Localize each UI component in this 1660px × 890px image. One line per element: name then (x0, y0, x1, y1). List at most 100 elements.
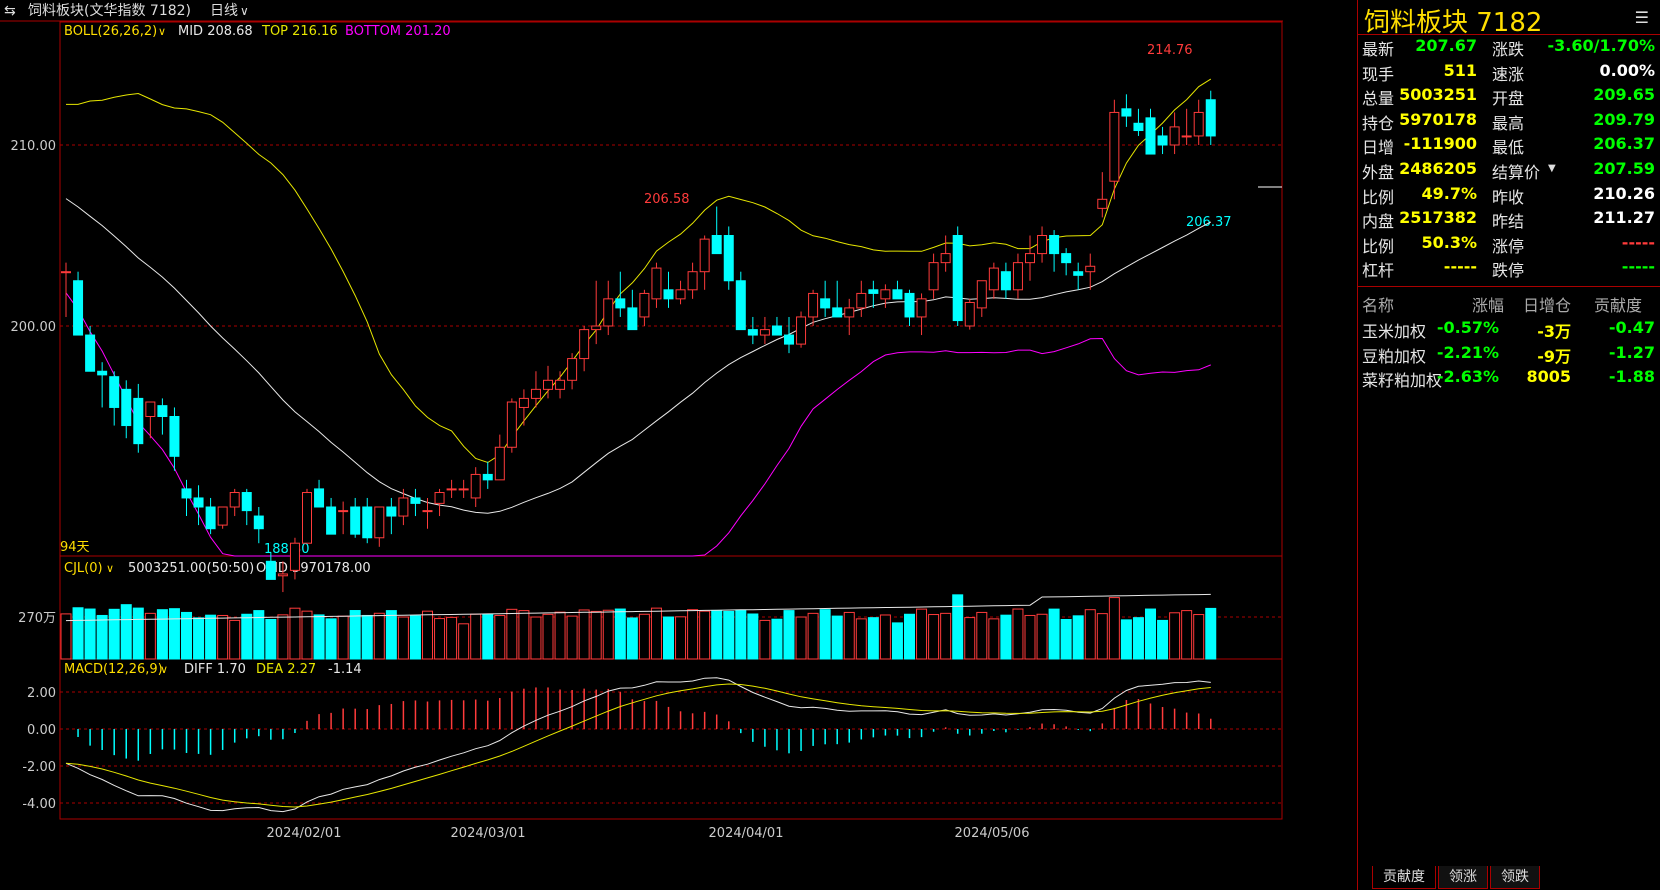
kline-chart[interactable]: 210.00 200.00 270万 2.00 0.00 -2.00 -4.00… (0, 0, 1357, 890)
volume-bar (663, 616, 674, 660)
quote-value: 209.79 (1593, 109, 1655, 129)
candle-body (856, 292, 867, 309)
quote-value: ----- (1621, 232, 1655, 252)
period-select[interactable]: 日线 (210, 3, 238, 19)
chevron-down-icon[interactable]: ∨ (106, 562, 114, 575)
volume-bar (855, 618, 867, 660)
volume-bar (687, 609, 699, 660)
oi-change: -9万 (1537, 346, 1571, 366)
candle-body (482, 473, 493, 481)
cjl-volume-value: 5003251.00(50:50) (128, 561, 254, 576)
volume-bar (289, 607, 301, 660)
volume-bar (241, 613, 253, 660)
volume-bar (590, 610, 602, 660)
candle-body (868, 289, 879, 294)
volume-bar (397, 616, 409, 660)
candle-body (543, 379, 553, 390)
volume-bar (494, 614, 506, 660)
candle-body (494, 446, 505, 481)
boll-label[interactable]: BOLL(26,26,2) (64, 24, 157, 39)
list-menu-icon[interactable]: ☰ (1634, 8, 1649, 27)
candle-body (627, 307, 638, 331)
candle-body (1049, 235, 1060, 255)
quote-label: 涨停 (1492, 236, 1525, 256)
tab-contribution[interactable]: 贡献度 (1372, 866, 1436, 889)
candle-body (109, 376, 120, 408)
candle-body (1169, 126, 1180, 146)
volume-bar (144, 612, 156, 660)
boll-bottom-value: BOTTOM 201.20 (345, 24, 451, 39)
volume-bar (217, 614, 229, 660)
candle-body (747, 329, 758, 336)
volume-bar (253, 610, 265, 660)
volume-bar (988, 618, 1000, 660)
date-label-0301: 2024/03/01 (451, 826, 526, 841)
boll-bottom-line (65, 292, 1211, 557)
boll-lines (65, 78, 1212, 557)
chevron-down-icon[interactable]: ∨ (160, 663, 168, 676)
volume-bar (72, 607, 84, 660)
macd-diff-value: DIFF 1.70 (184, 662, 246, 677)
volume-tick: 270万 (18, 611, 56, 626)
oi-change: -3万 (1537, 322, 1571, 341)
column-header: 涨幅 (1472, 296, 1505, 315)
candle-body (289, 542, 300, 571)
candle-body (1073, 271, 1084, 276)
macd-bars (65, 677, 1212, 813)
cjl-label[interactable]: CJL(0) (64, 561, 103, 576)
date-label-0401: 2024/04/01 (709, 826, 784, 841)
volume-bar (1060, 618, 1072, 660)
chevron-down-icon[interactable]: ∨ (158, 25, 166, 38)
contribution-row[interactable]: 菜籽粕加权 -2.63% 8005 -1.88 (1358, 367, 1660, 393)
quote-label: 持仓 (1362, 113, 1395, 133)
quote-panel: 饲料板块 7182 ☰ 最新 207.67 涨跌 -3.60/1.70% 现手 511 速涨… (1357, 0, 1660, 890)
volume-bar (723, 610, 735, 660)
candle-body (928, 262, 939, 291)
quote-value: 2517382 (1399, 208, 1477, 228)
candle-body (651, 267, 662, 300)
volume-bar (831, 615, 843, 660)
volume-bar (1084, 609, 1096, 660)
quote-label: 总量 (1362, 89, 1395, 109)
quote-value: 210.26 (1593, 183, 1655, 203)
swap-arrows-icon[interactable]: ⇆ (4, 3, 16, 19)
candle-body (591, 325, 602, 331)
volume-bar (759, 619, 771, 660)
tab-leading-up[interactable]: 领涨 (1438, 866, 1488, 889)
volume-bar (422, 610, 433, 660)
volume-bar (506, 608, 518, 660)
volume-bar (602, 609, 614, 660)
candle-body (711, 235, 722, 255)
candle-body (579, 329, 590, 360)
contribution-row[interactable]: 豆粕加权 -2.21% -9万 -1.27 (1358, 343, 1660, 369)
quote-label: 比例 (1362, 187, 1395, 207)
volume-bar (843, 611, 855, 660)
candle-body (663, 289, 674, 300)
candle-body (229, 492, 240, 508)
macd-hist-value: -1.14 (328, 662, 362, 677)
macd-label[interactable]: MACD(12,26,9) (64, 662, 163, 677)
contribution-row[interactable]: 玉米加权 -0.57% -3万 -0.47 (1358, 318, 1660, 344)
date-label-0506: 2024/05/06 (955, 826, 1030, 841)
candle-body (314, 488, 325, 508)
candle-body (193, 497, 204, 508)
days-count: 94天 (60, 540, 90, 555)
volume-bar (458, 623, 470, 660)
candle-body (1037, 235, 1048, 255)
quote-value: 5003251 (1399, 85, 1477, 105)
quote-row: 外盘 2486205 结算价 207.59 (1358, 159, 1660, 185)
quote-label: 开盘 (1492, 89, 1525, 109)
candle-body (458, 488, 469, 491)
candle-body (386, 506, 397, 517)
quote-row: 总量 5003251 开盘 209.65 (1358, 85, 1660, 111)
chevron-down-icon[interactable]: ∨ (240, 4, 249, 18)
price-tick-210: 210.00 (11, 139, 57, 154)
column-header: 贡献度 (1594, 296, 1643, 315)
volume-bar (879, 614, 891, 660)
volume-bar (735, 609, 747, 660)
candle-body (675, 289, 686, 300)
volume-bar (952, 594, 964, 660)
chevron-down-icon[interactable]: ▼ (1548, 163, 1556, 174)
tab-leading-down[interactable]: 领跌 (1490, 866, 1540, 889)
candle-body (350, 506, 361, 535)
